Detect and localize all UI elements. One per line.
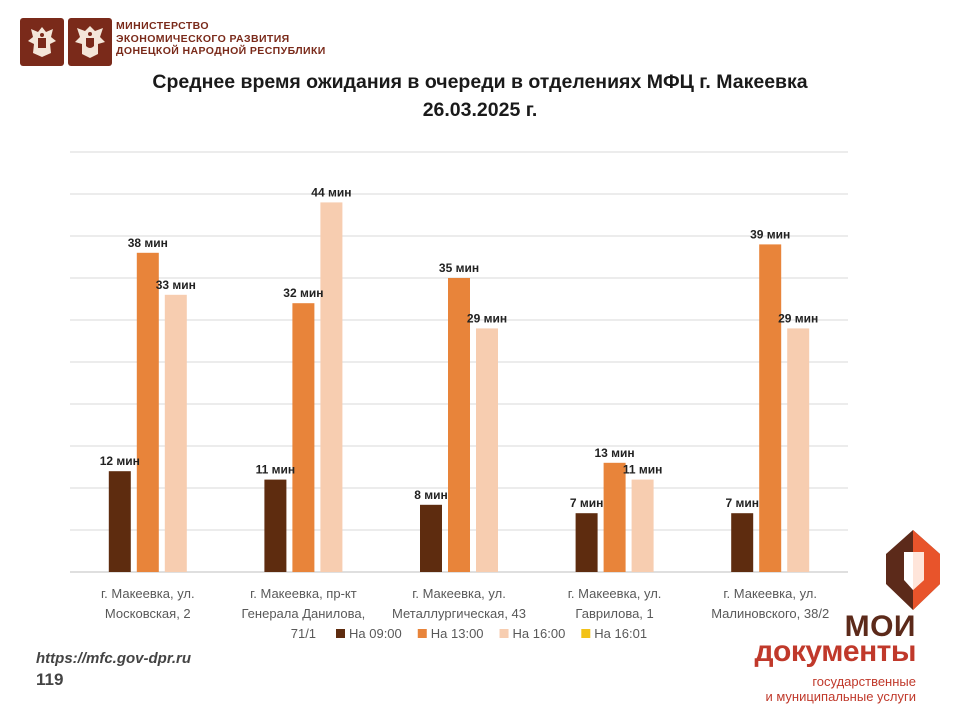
category-label: Металлургическая, 43 — [392, 606, 526, 621]
data-label: 35 мин — [439, 261, 479, 275]
category-label: Московская, 2 — [105, 606, 191, 621]
data-label: 39 мин — [750, 227, 790, 241]
brand-tagline: государственные и муниципальные услуги — [700, 674, 916, 704]
data-label: 29 мин — [778, 311, 818, 325]
legend-swatch — [581, 629, 591, 638]
brand-tagline-line: и муниципальные услуги — [765, 689, 916, 704]
chart-title: Среднее время ожидания в очереди в отдел… — [60, 68, 900, 124]
bar — [631, 479, 654, 572]
data-label: 11 мин — [256, 463, 296, 477]
data-label: 11 мин — [623, 463, 663, 477]
header-emblems — [20, 18, 112, 66]
bar — [603, 462, 626, 572]
chart-title-line: 26.03.2025 г. — [422, 99, 538, 121]
data-label: 38 мин — [128, 236, 168, 250]
category-label: Генерала Данилова, — [242, 606, 366, 621]
bar — [292, 303, 315, 572]
data-label: 7 мин — [570, 496, 604, 510]
bar — [787, 328, 810, 572]
legend-swatch — [336, 629, 345, 638]
data-label: 29 мин — [467, 311, 507, 325]
ministry-line: МИНИСТЕРСТВО — [116, 20, 209, 32]
data-label: 44 мин — [311, 185, 351, 199]
bar — [320, 202, 343, 572]
category-label: г. Макеевка, ул. — [568, 586, 662, 601]
brand-tagline-line: государственные — [812, 674, 916, 689]
chart-legend: На 09:00 На 13:00 На 16:00 На 16:01 — [336, 626, 647, 641]
category-label: г. Макеевка, пр-кт — [250, 586, 357, 601]
bar — [476, 328, 498, 572]
bar — [759, 244, 782, 572]
data-label: 13 мин — [595, 446, 635, 460]
bar — [264, 479, 287, 572]
category-label: Гаврилова, 1 — [575, 606, 653, 621]
ministry-line: ДОНЕЦКОЙ НАРОДНОЙ РЕСПУБЛИКИ — [116, 45, 326, 57]
legend-item: На 16:00 — [513, 626, 566, 641]
bar — [136, 252, 159, 573]
bar — [448, 278, 470, 572]
category-label: г. Макеевка, ул. — [412, 586, 506, 601]
legend-swatch — [417, 629, 427, 638]
ministry-name: МИНИСТЕРСТВО ЭКОНОМИЧЕСКОГО РАЗВИТИЯ ДОН… — [116, 20, 326, 58]
page-number: 119 — [36, 670, 64, 689]
legend-item: На 09:00 — [349, 626, 402, 641]
data-label: 12 мин — [100, 454, 140, 468]
bar — [731, 513, 754, 572]
category-label: г. Макеевка, ул. — [101, 586, 195, 601]
brand-name-word2: документы — [754, 635, 917, 668]
bar — [575, 513, 598, 572]
russian-coat-of-arms-icon — [20, 18, 64, 66]
data-label: 33 мин — [156, 278, 196, 292]
chart-title-line: Среднее время ожидания в очереди в отдел… — [152, 71, 808, 93]
brand-name-word1: МОИ — [844, 610, 916, 643]
ministry-line: ЭКОНОМИЧЕСКОГО РАЗВИТИЯ — [116, 32, 290, 45]
chart-category-labels: г. Макеевка, ул. Московская, 2 г. Макеевка… — [101, 586, 829, 641]
moi-dokumenty-logo-icon — [886, 530, 940, 610]
legend-item: На 13:00 — [431, 626, 484, 641]
data-label: 7 мин — [725, 496, 759, 510]
legend-swatch — [499, 629, 509, 638]
data-label: 32 мин — [283, 286, 323, 300]
data-label: 8 мин — [414, 488, 448, 502]
category-label: Малиновского, 38/2 — [711, 606, 829, 621]
footer-url[interactable]: https://mfc.gov-dpr.ru — [36, 650, 191, 667]
bar — [420, 504, 442, 572]
legend-item: На 16:01 — [594, 626, 647, 641]
category-label: г. Макеевка, ул. — [723, 586, 817, 601]
chart-data-labels: 12 мин 38 мин 33 мин 11 мин 32 мин 44 мин 8 ми… — [100, 185, 819, 510]
dpr-coat-of-arms-icon — [68, 18, 112, 66]
bar — [108, 471, 131, 572]
chart-bars — [108, 202, 810, 573]
bar — [164, 294, 187, 572]
category-label: 71/1 — [291, 626, 316, 641]
